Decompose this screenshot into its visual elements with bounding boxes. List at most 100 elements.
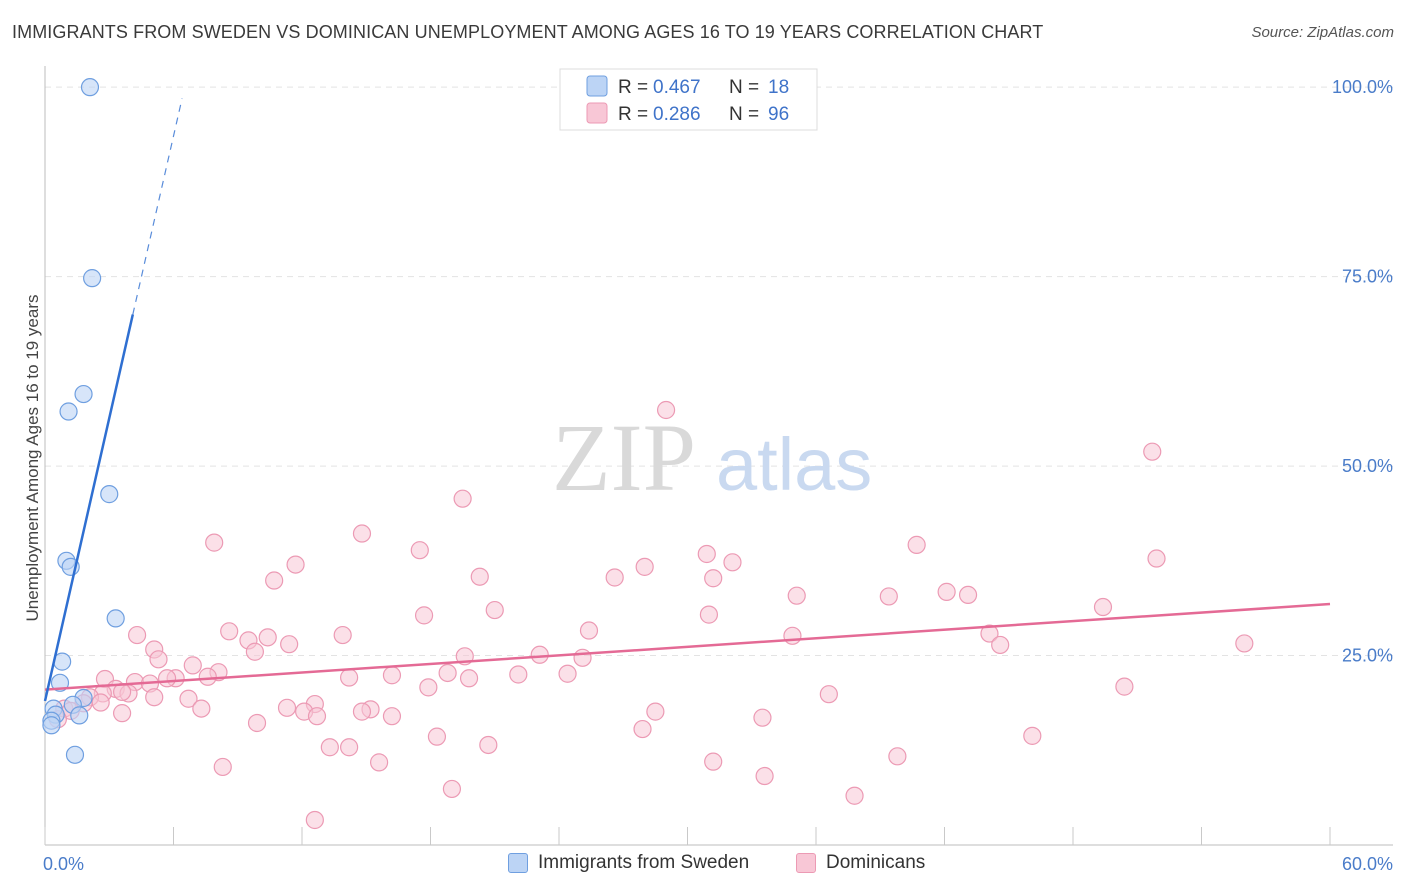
sweden-points [42, 78, 125, 764]
dominican-point [382, 707, 402, 726]
dominican-point [112, 704, 132, 723]
source-label: Source: ZipAtlas.com [1251, 24, 1394, 41]
dominican-point [286, 555, 305, 574]
dominican-point [280, 635, 299, 654]
dominican-point [265, 571, 284, 590]
bottom-legend: Immigrants from Sweden Dominicans [0, 852, 1406, 878]
dominican-point [723, 553, 742, 572]
dominican-point [907, 535, 926, 554]
legend-swatch-dominicans [586, 102, 608, 124]
dominican-point [980, 624, 999, 643]
dominican-point [753, 708, 772, 727]
dominicans-trend-line [44, 602, 1331, 691]
x-tick-label: 60.0% [1342, 854, 1393, 874]
dominican-point [573, 648, 592, 667]
dominican-point [509, 665, 528, 684]
dominican-point [419, 678, 438, 697]
dominican-point [937, 582, 956, 601]
dominican-point [579, 621, 599, 640]
swatch-dominicans [796, 853, 816, 873]
dominican-point [213, 757, 232, 777]
dominican-point [145, 688, 164, 707]
chart-title: IMMIGRANTS FROM SWEDEN VS DOMINICAN UNEM… [12, 22, 1044, 42]
dominican-point [1147, 549, 1166, 568]
sweden-point [42, 716, 61, 735]
dominican-point [845, 786, 864, 805]
dominican-point [340, 668, 359, 687]
sweden-point [70, 706, 89, 725]
watermark-atlas: atlas [716, 423, 872, 506]
dominican-point [787, 586, 806, 605]
swatch-sweden [508, 853, 528, 873]
dominican-point [157, 669, 177, 688]
dominican-point [479, 735, 498, 755]
dominican-point [333, 625, 352, 645]
sweden-point [80, 78, 100, 97]
dominican-point [656, 400, 676, 420]
dominican-point [352, 702, 372, 721]
dominican-point [127, 625, 147, 645]
sweden-point [100, 485, 119, 504]
sweden-point [83, 269, 102, 288]
legend-n-label-sweden: N = [729, 77, 759, 98]
dominican-point [183, 656, 202, 675]
dominican-point [247, 713, 267, 733]
dominican-point [1093, 597, 1113, 617]
legend-r-label-sweden: R = [618, 77, 648, 98]
sweden-point [65, 745, 85, 764]
dominican-point [459, 669, 479, 688]
dominican-point [340, 738, 359, 757]
tick-labels: 25.0% 50.0% 75.0% 100.0% 0.0% 60.0% [43, 77, 1393, 874]
legend-r-value-dominicans: 0.286 [653, 104, 701, 125]
dominican-point [320, 738, 339, 757]
dominican-point [633, 719, 652, 739]
dominican-point [819, 685, 838, 704]
dominican-point [410, 541, 429, 560]
sweden-point [59, 402, 78, 421]
y-tick-label: 25.0% [1342, 646, 1393, 666]
dominican-point [382, 666, 402, 685]
dominican-point [277, 698, 297, 717]
sweden-point [106, 609, 125, 628]
legend-r-value-sweden: 0.467 [653, 77, 701, 98]
dominican-point [352, 524, 372, 543]
dominican-point [783, 626, 802, 645]
dominican-point [258, 628, 277, 647]
trend-lines [43, 98, 1331, 702]
dominican-point [605, 568, 624, 587]
sweden-trend-line [43, 314, 135, 702]
dominican-point [879, 587, 898, 606]
dominican-point [958, 585, 978, 605]
dominican-point [438, 663, 457, 683]
sweden-trend-extension [132, 98, 183, 315]
dominican-point [192, 699, 211, 718]
dominican-point [1115, 677, 1134, 696]
watermark: ZIP atlas [552, 404, 872, 511]
dominican-point [427, 727, 447, 746]
dominican-point [149, 650, 168, 669]
dominican-point [1023, 726, 1042, 745]
dominican-point [635, 557, 654, 576]
dominican-point [305, 810, 324, 830]
dominican-point [530, 645, 549, 664]
dominican-point [179, 689, 198, 708]
y-axis-label: Unemployment Among Ages 16 to 19 years [23, 295, 42, 622]
dominican-point [646, 702, 665, 721]
y-tick-label: 100.0% [1332, 77, 1393, 97]
grid-lines [45, 86, 1393, 657]
dominican-point [485, 600, 504, 620]
dominican-point [414, 606, 434, 625]
dominican-point [704, 569, 723, 588]
sweden-point [74, 384, 93, 404]
bottom-legend-sweden: Immigrants from Sweden [508, 852, 749, 874]
y-tick-label: 75.0% [1342, 267, 1393, 287]
dominican-point [442, 779, 462, 799]
legend-n-value-sweden: 18 [768, 77, 789, 98]
bottom-legend-label-dominicans: Dominicans [826, 852, 926, 873]
watermark-zip: ZIP [552, 404, 696, 511]
legend-r-label-dominicans: R = [618, 104, 648, 125]
dominican-point [704, 752, 723, 771]
dominican-point [1143, 442, 1162, 461]
dominican-point [470, 567, 489, 586]
